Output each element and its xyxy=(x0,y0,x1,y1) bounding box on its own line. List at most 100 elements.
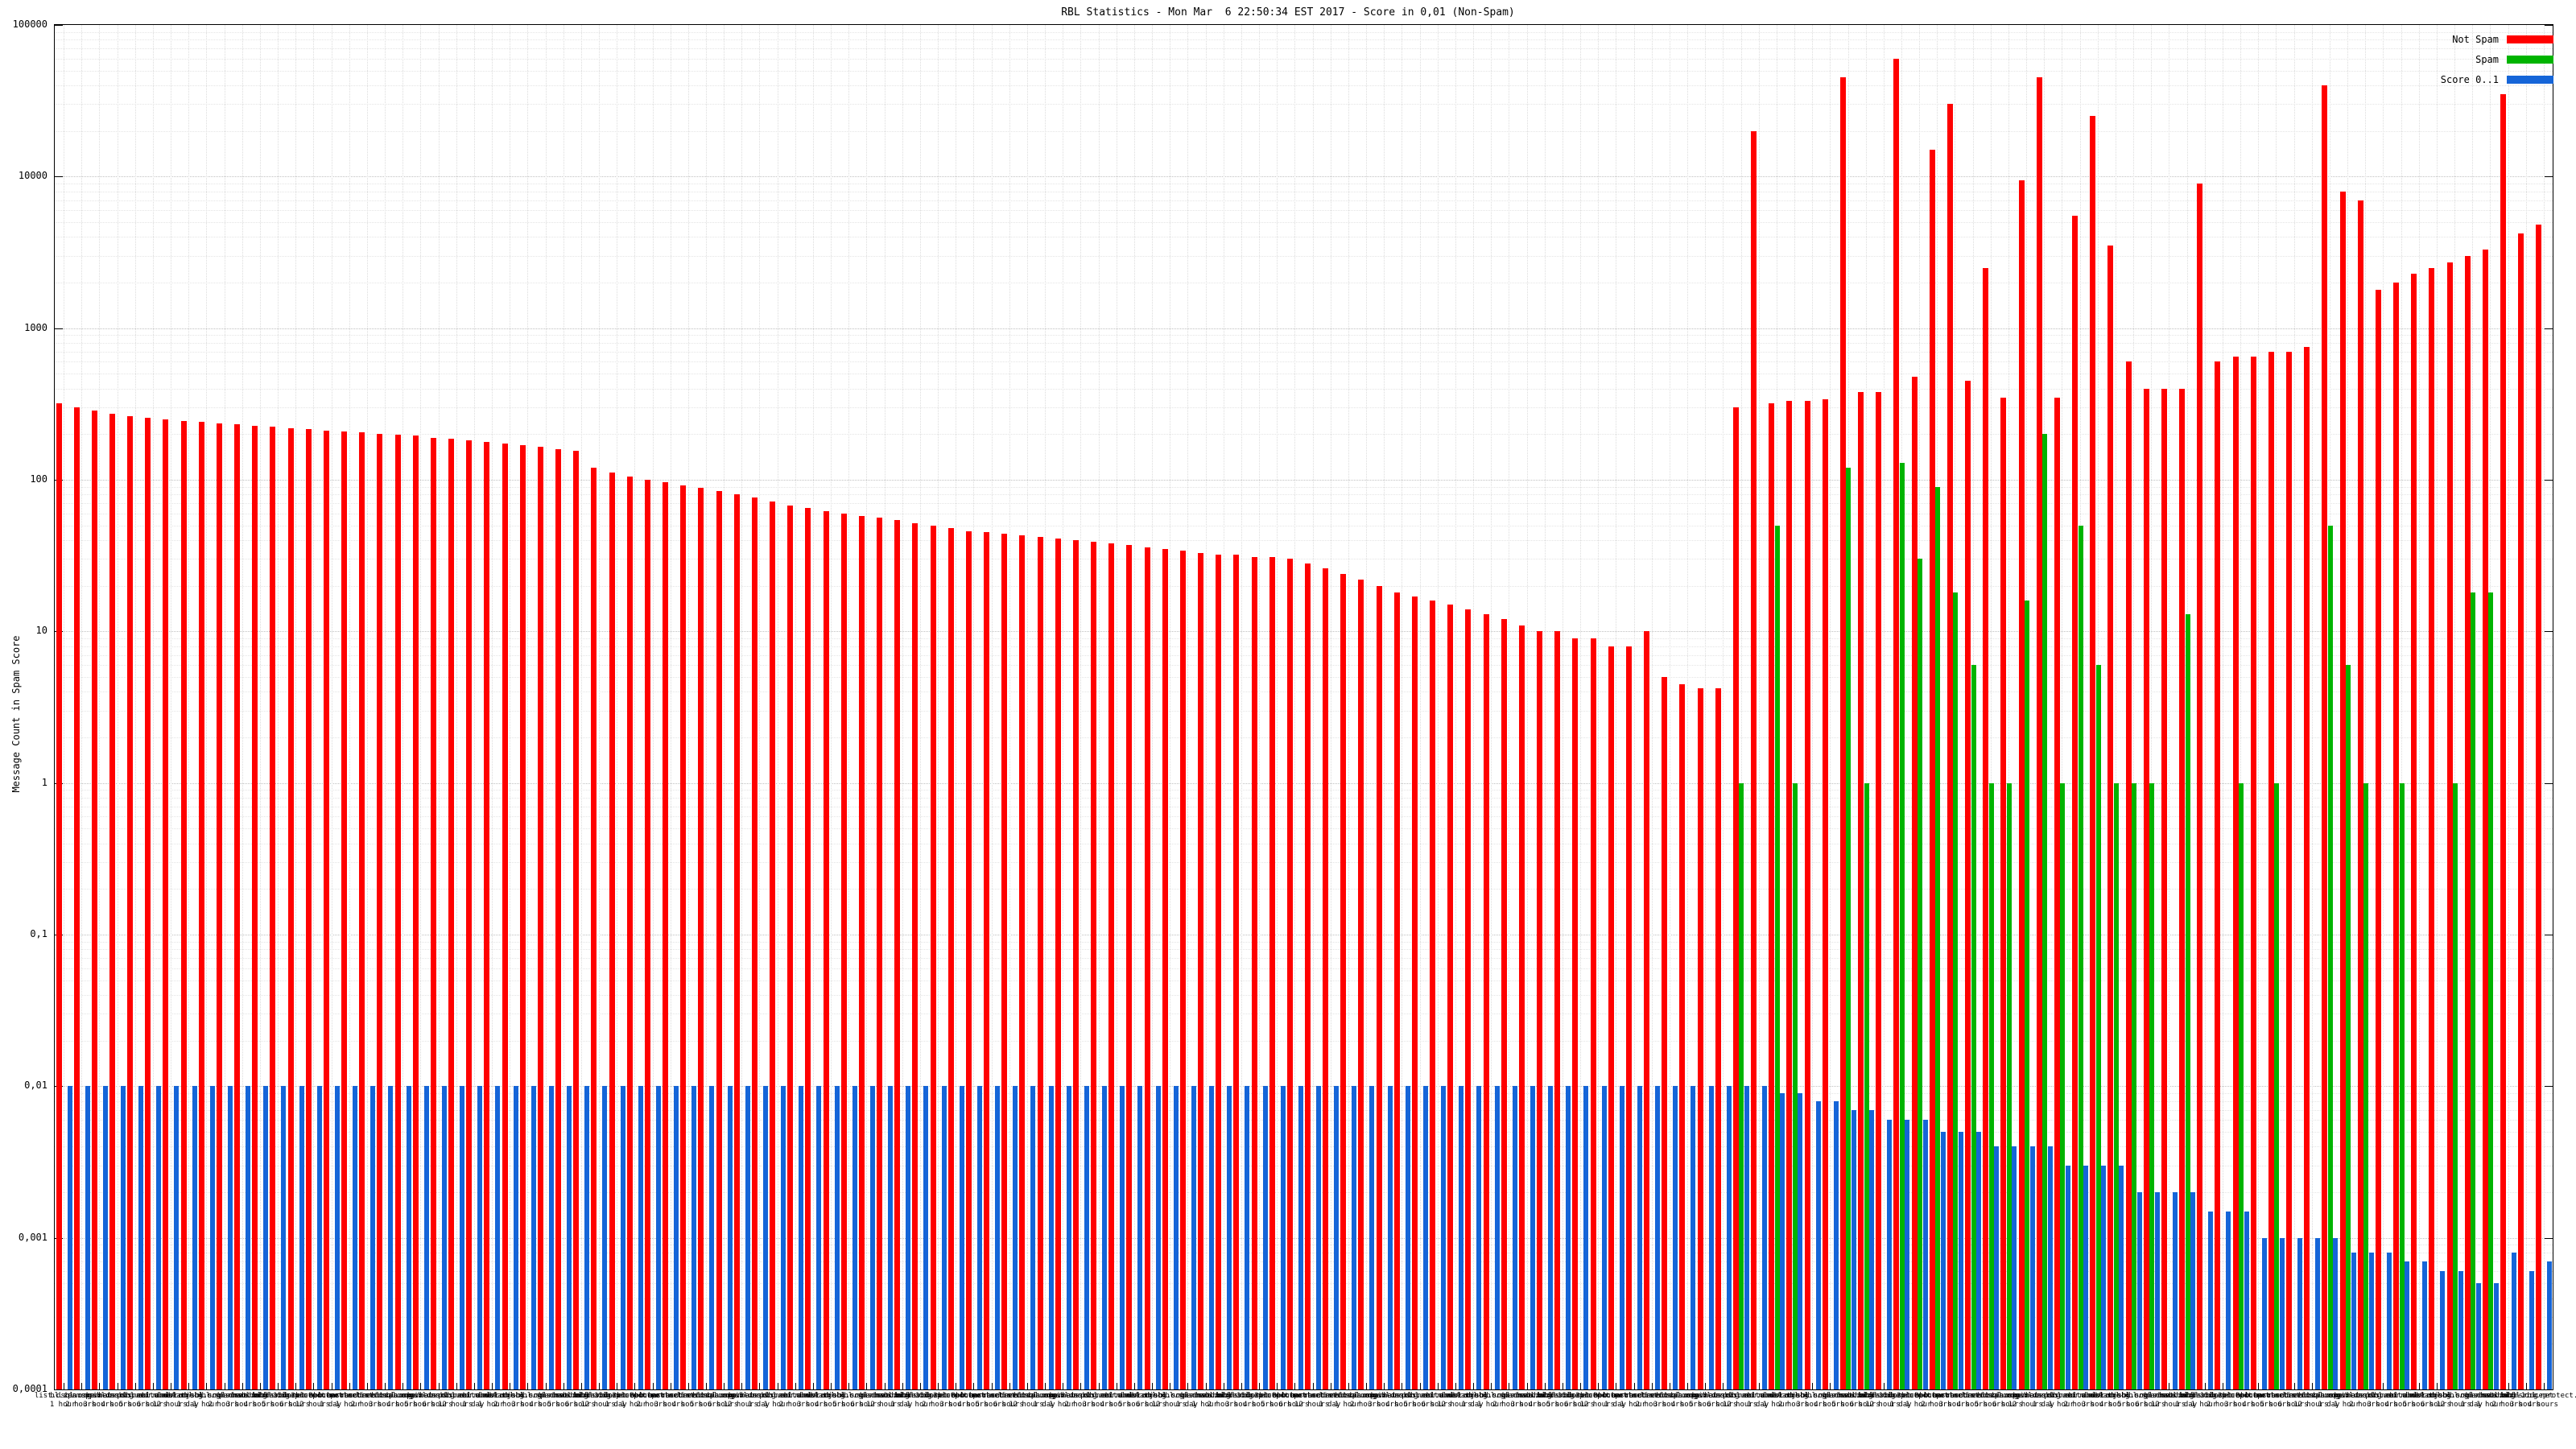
bar-score-0-1 xyxy=(1120,1086,1125,1389)
gridline-vertical xyxy=(366,25,368,1389)
gridline-vertical xyxy=(420,25,422,1389)
bar-score-0-1 xyxy=(1262,1086,1268,1389)
bar-score-0-1 xyxy=(1369,1086,1375,1389)
bar-not-spam xyxy=(1590,638,1596,1389)
period-label: 2 hours xyxy=(778,1401,810,1409)
period-label: 1 day xyxy=(747,1401,770,1409)
bar-score-0-1 xyxy=(995,1086,1001,1389)
bar-score-0-1 xyxy=(1708,1086,1714,1389)
gridline-vertical xyxy=(687,25,689,1389)
x-axis-tick xyxy=(1526,1383,1528,1389)
x-axis-tick xyxy=(206,1383,208,1389)
bar-not-spam xyxy=(519,444,526,1389)
bar-not-spam xyxy=(1769,402,1775,1389)
bar-not-spam xyxy=(1946,104,1953,1389)
bar-not-spam xyxy=(1715,688,1721,1389)
rbl-hostname-label: dul.dnsbl.sorbs.net xyxy=(485,1392,568,1400)
x-axis-tick xyxy=(1723,1383,1724,1389)
bar-score-0-1 xyxy=(460,1086,465,1389)
x-tick-label: sbl-xbl.spamhaus.org 4 hours xyxy=(501,1392,588,1410)
bar-not-spam xyxy=(2054,397,2060,1389)
gridline-vertical xyxy=(81,25,83,1389)
period-label: 1 day xyxy=(319,1401,342,1409)
period-label: 1 hour xyxy=(192,1401,219,1409)
x-tick-label: dnsbl.ahbl.org 2 hours xyxy=(2477,1392,2538,1410)
x-tick-label: rbl.msrbl.net 5 hours xyxy=(249,1392,305,1410)
rbl-hostname-label: zen.spamhaus.org xyxy=(385,1392,455,1400)
bar-score-0-1 xyxy=(2065,1165,2070,1389)
gridline-vertical xyxy=(1598,25,1600,1389)
rbl-hostname-label: dnsbl-3.uceprotect.net xyxy=(282,1392,379,1400)
bar-score-0-1 xyxy=(1940,1132,1946,1389)
bar-not-spam xyxy=(1447,605,1454,1389)
gridline-vertical xyxy=(456,25,457,1389)
bar-not-spam xyxy=(448,439,455,1389)
x-tick-label: cbl.abuseat.org 5 hours xyxy=(2385,1392,2450,1410)
rbl-hostname-label: dnsbl.njabl.org xyxy=(476,1392,542,1400)
x-tick-label: dnsbl.sorbs.net 4 hours xyxy=(1368,1392,1434,1410)
bar-not-spam xyxy=(716,491,722,1389)
bar-score-0-1 xyxy=(281,1086,287,1389)
rbl-hostname-label: b.barracudacentral.org xyxy=(2245,1392,2342,1400)
bar-score-0-1 xyxy=(1352,1086,1357,1389)
gridline-vertical xyxy=(2151,25,2153,1389)
rbl-hostname-label: dnsbl.ahbl.org xyxy=(1834,1392,1896,1400)
bar-not-spam xyxy=(2518,233,2524,1389)
bar-score-0-1 xyxy=(1583,1086,1589,1389)
bar-score-0-1 xyxy=(976,1086,982,1389)
gridline-vertical xyxy=(1437,25,1439,1389)
x-axis-tick xyxy=(1419,1383,1421,1389)
gridline-vertical xyxy=(2401,25,2402,1389)
bar-spam xyxy=(2239,782,2244,1389)
x-axis-tick xyxy=(2436,1383,2438,1389)
gridline-minor xyxy=(55,958,2553,960)
x-tick-label: dnsbl.sorbs.net 2 hours xyxy=(2332,1392,2397,1410)
y-axis-tick xyxy=(2545,480,2553,481)
bar-not-spam xyxy=(2322,85,2328,1389)
bar-not-spam xyxy=(1411,596,1418,1389)
gridline-minor xyxy=(55,665,2553,667)
gridline-major xyxy=(55,782,2553,784)
bar-not-spam xyxy=(1501,619,1507,1389)
x-tick-label: list.dsbl.org 5 hours xyxy=(1962,1392,2018,1410)
rbl-hostname-label: dnsbl-1.uceprotect.net xyxy=(2495,1392,2576,1400)
x-axis-tick xyxy=(795,1383,796,1389)
period-label: 3 hours xyxy=(369,1401,399,1409)
bar-score-0-1 xyxy=(1191,1086,1196,1389)
rbl-hostname-label: b.barracudacentral.org xyxy=(318,1392,415,1400)
gridline-minor xyxy=(55,200,2553,201)
bar-score-0-1 xyxy=(120,1086,126,1389)
x-tick-label: b.barracudacentral.org 2 hours xyxy=(1603,1392,1699,1410)
bar-not-spam xyxy=(2179,388,2186,1389)
bar-score-0-1 xyxy=(548,1086,554,1389)
bar-not-spam xyxy=(840,513,847,1389)
gridline-minor xyxy=(55,361,2553,363)
rbl-hostname-label: bl.spamcop.net xyxy=(1013,1392,1075,1400)
x-axis-tick xyxy=(278,1383,279,1389)
rbl-hostname-label: dnsbl-3.uceprotect.net xyxy=(603,1392,700,1400)
period-label: 4 hours xyxy=(1671,1401,1702,1409)
period-label: 3 hours xyxy=(511,1401,543,1409)
bar-not-spam xyxy=(1430,600,1436,1389)
x-tick-label: dnsbl.sorbs.net 2 hours xyxy=(1047,1392,1113,1410)
bar-score-0-1 xyxy=(1905,1120,1910,1389)
gridline-vertical xyxy=(1740,25,1742,1389)
period-label: 5 hours xyxy=(404,1401,436,1409)
bar-not-spam xyxy=(1732,407,1739,1389)
rbl-hostname-label: cbl.abuseat.org xyxy=(1100,1392,1166,1400)
y-tick-label: 0,0001 xyxy=(12,1383,47,1394)
period-label: 1 hour xyxy=(1334,1401,1361,1409)
rbl-hostname-label: cbl.abuseat.org xyxy=(1422,1392,1488,1400)
x-tick-label: bl.csma.biz 1 hour xyxy=(1181,1392,1229,1410)
period-label: 4 hours xyxy=(101,1401,132,1409)
legend-entry: Spam xyxy=(2441,54,2553,65)
x-axis-tick xyxy=(580,1383,582,1389)
rbl-hostname-label: dnsbl-1.uceprotect.net xyxy=(1852,1392,1949,1400)
x-tick-label: list.dsbl.org 5 hours xyxy=(677,1392,733,1410)
gridline-minor xyxy=(55,351,2553,353)
gridline-vertical xyxy=(1009,25,1010,1389)
bar-score-0-1 xyxy=(1655,1086,1661,1389)
x-tick-label: dnsbl.njabl.org 1 day xyxy=(155,1392,221,1410)
period-label: 2 hours xyxy=(2063,1401,2095,1409)
